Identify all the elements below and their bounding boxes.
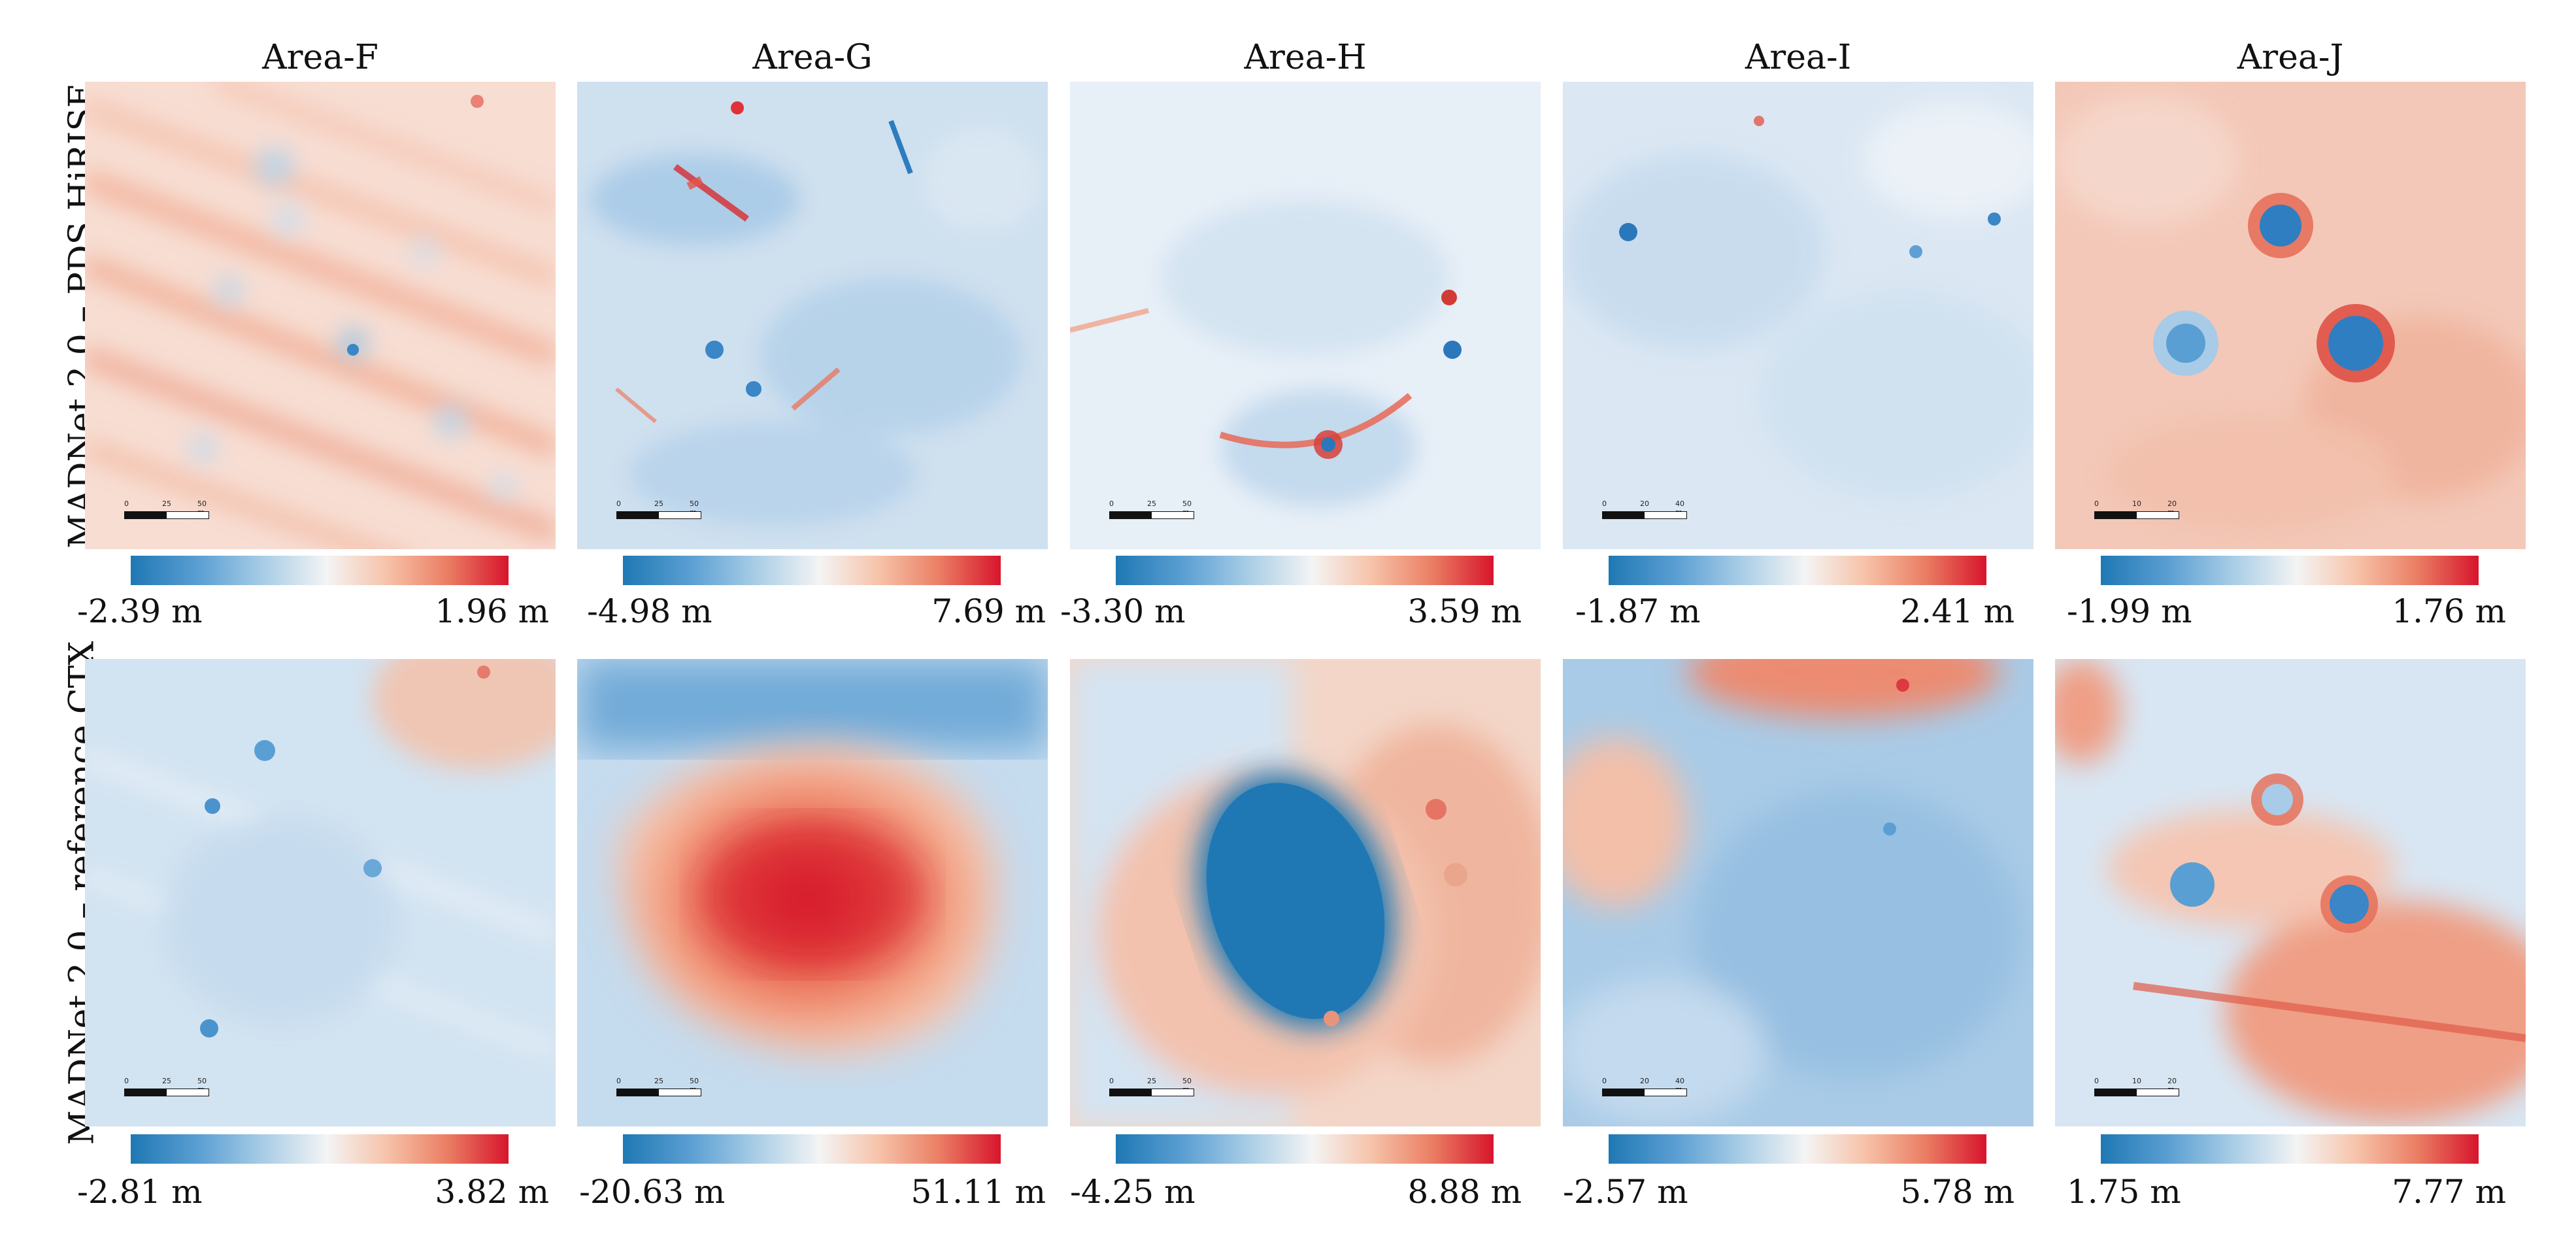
colorbar-area-f-ctx <box>131 1134 509 1164</box>
colorbar-area-g-ctx <box>623 1134 1001 1164</box>
colorbar-area-j-ctx <box>2101 1134 2479 1164</box>
colorbar-max-label: 3.59 m <box>1407 592 1522 630</box>
colorbar-max-label: 1.76 m <box>2392 592 2506 630</box>
colorbar-area-f-hirise <box>131 556 509 585</box>
colorbar-max-label: 3.82 m <box>435 1173 549 1211</box>
colorbar-area-i-hirise <box>1609 556 1986 585</box>
column-title-area-g: Area-G <box>752 38 873 77</box>
colorbar-max-label: 1.96 m <box>435 592 549 630</box>
column-title-area-i: Area-I <box>1745 38 1852 77</box>
colorbar-min-label: -2.57 m <box>1563 1173 1688 1211</box>
colorbar-min-label: -2.81 m <box>77 1173 203 1211</box>
colorbar-min-label: -4.98 m <box>587 592 712 630</box>
colorbar-area-i-ctx <box>1609 1134 1986 1164</box>
colorbar-min-label: 1.75 m <box>2067 1173 2181 1211</box>
column-title-area-f: Area-F <box>262 38 378 77</box>
colorbar-min-label: -3.30 m <box>1060 592 1186 630</box>
colorbar-max-label: 51.11 m <box>911 1173 1046 1211</box>
colorbar-max-label: 7.69 m <box>931 592 1046 630</box>
colorbar-max-label: 8.88 m <box>1407 1173 1522 1211</box>
colorbar-min-label: -4.25 m <box>1070 1173 1196 1211</box>
colorbar-area-h-hirise <box>1116 556 1494 585</box>
colorbar-min-label: -20.63 m <box>579 1173 726 1211</box>
colorbar-area-h-ctx <box>1116 1134 1494 1164</box>
colorbar-max-label: 5.78 m <box>1900 1173 2015 1211</box>
colorbar-min-label: -1.99 m <box>2067 592 2192 630</box>
column-title-area-j: Area-J <box>2237 38 2344 77</box>
colorbar-min-label: -1.87 m <box>1575 592 1701 630</box>
colorbar-area-g-hirise <box>623 556 1001 585</box>
colorbar-max-label: 7.77 m <box>2392 1173 2506 1211</box>
colorbar-min-label: -2.39 m <box>77 592 203 630</box>
colorbar-max-label: 2.41 m <box>1900 592 2015 630</box>
column-title-area-h: Area-H <box>1244 38 1367 77</box>
colorbar-area-j-hirise <box>2101 556 2479 585</box>
